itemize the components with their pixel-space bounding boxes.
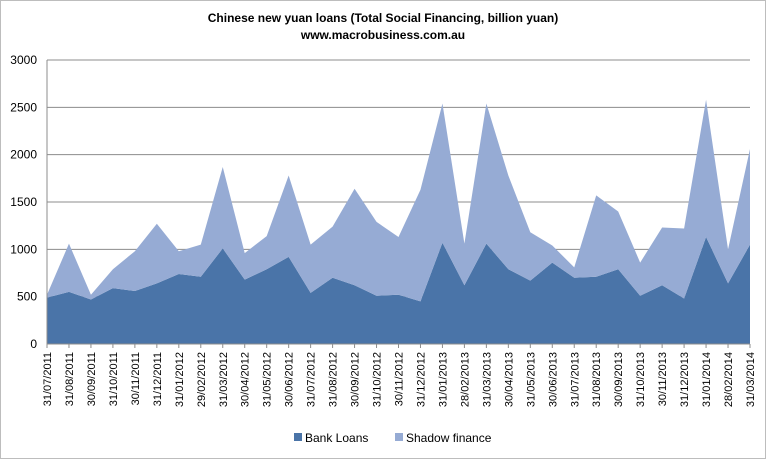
legend: Bank Loans Shadow finance: [294, 431, 492, 445]
x-tick-label: 30/11/2011: [130, 352, 142, 405]
x-tick-label: 31/03/2012: [218, 352, 230, 407]
x-tick-label: 30/06/2012: [284, 352, 296, 407]
x-tick-label: 30/09/2011: [86, 352, 98, 406]
x-tick-label: 29/02/2012: [196, 352, 208, 407]
y-tick-label: 1000: [10, 242, 37, 256]
x-tick-label: 31/12/2013: [679, 352, 691, 407]
x-tick-label: 30/06/2013: [547, 352, 559, 407]
y-tick-label: 500: [17, 290, 37, 304]
y-tick-label: 3000: [10, 53, 37, 67]
y-tick-label: 2500: [10, 100, 37, 114]
x-tick-label: 28/02/2014: [723, 352, 735, 407]
x-tick-label: 30/04/2012: [240, 352, 252, 407]
x-tick-label: 28/02/2013: [459, 352, 471, 407]
series-areas: [47, 99, 750, 344]
y-tick-label: 1500: [10, 195, 37, 209]
x-tick-label: 31/10/2011: [108, 352, 120, 406]
x-tick-label: 30/09/2012: [350, 352, 362, 407]
x-tick-label: 31/07/2013: [569, 352, 581, 407]
chart-subtitle: www.macrobusiness.com.au: [300, 28, 466, 42]
x-tick-label: 30/11/2012: [394, 352, 406, 406]
x-tick-label: 31/10/2013: [635, 352, 647, 407]
y-axis-ticks: 0 500 1000 1500 2000 2500 3000: [10, 53, 37, 351]
chart-title: Chinese new yuan loans (Total Social Fin…: [207, 11, 559, 25]
x-tick-label: 31/12/2011: [152, 352, 164, 406]
x-tick-label: 31/01/2012: [174, 352, 186, 407]
x-tick-label: 31/01/2014: [701, 352, 713, 407]
area-shadow-finance: [47, 99, 750, 302]
x-tick-label: 31/08/2013: [591, 352, 603, 407]
x-tick-label: 30/09/2013: [613, 352, 625, 407]
legend-swatch-bank-loans: [294, 433, 302, 441]
x-tick-label: 31/07/2011: [42, 352, 54, 406]
x-tick-label: 30/04/2013: [503, 352, 515, 407]
x-tick-label: 31/05/2013: [525, 352, 537, 407]
x-tick-label: 31/05/2012: [262, 352, 274, 407]
x-tick-label: 31/07/2012: [306, 352, 318, 407]
legend-label-shadow-finance: Shadow finance: [406, 431, 492, 445]
x-axis-ticks: 31/07/2011 31/08/2011 30/09/2011 31/10/2011…: [42, 344, 757, 407]
x-tick-label: 31/01/2013: [437, 352, 449, 407]
x-tick-label: 31/03/2014: [745, 352, 757, 407]
area-bank-loans: [47, 237, 750, 344]
x-tick-label: 31/12/2012: [415, 352, 427, 407]
legend-swatch-shadow-finance: [395, 433, 403, 441]
x-tick-label: 31/10/2012: [372, 352, 384, 407]
x-tick-label: 31/03/2013: [481, 352, 493, 407]
x-tick-label: 31/08/2012: [328, 352, 340, 407]
y-tick-label: 0: [30, 337, 37, 351]
y-tick-label: 2000: [10, 148, 37, 162]
x-tick-label: 30/11/2013: [657, 352, 669, 406]
x-tick-label: 31/08/2011: [64, 352, 76, 406]
legend-label-bank-loans: Bank Loans: [305, 431, 368, 445]
